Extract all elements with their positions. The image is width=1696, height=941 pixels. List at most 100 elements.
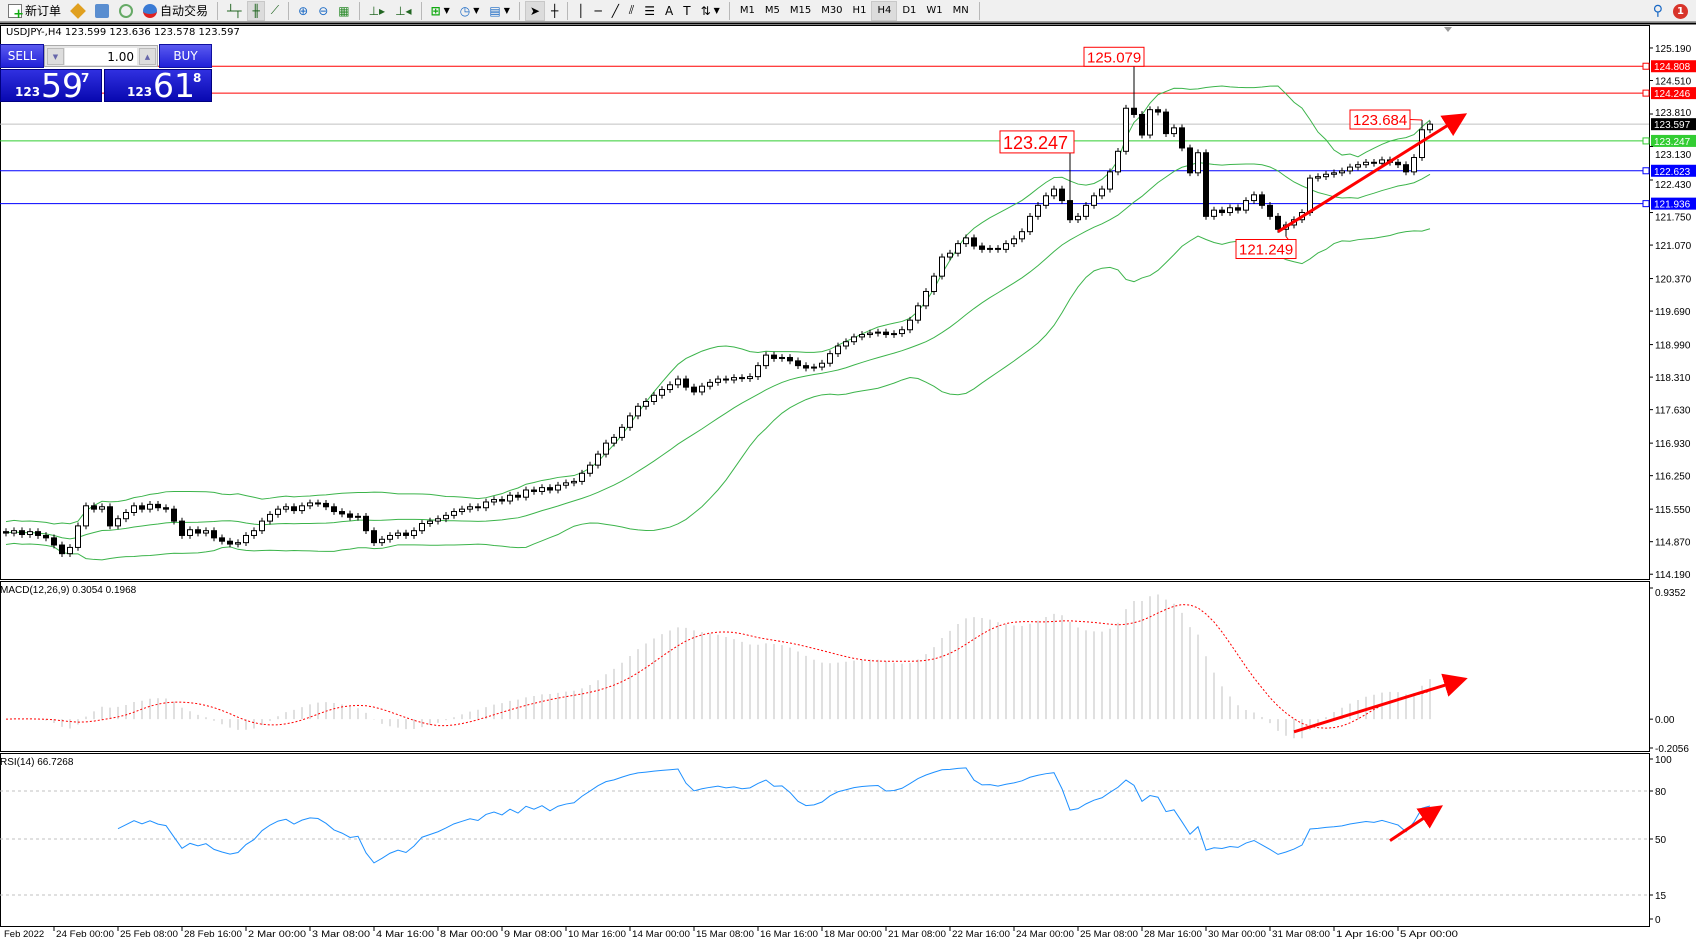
horizontal-line-button[interactable]: ─ xyxy=(590,1,605,21)
bull-candle xyxy=(763,354,769,367)
lot-size-input[interactable] xyxy=(65,48,137,65)
bull-candle xyxy=(835,345,841,355)
price-label-bg xyxy=(1651,87,1696,100)
timeframe-m1[interactable]: M1 xyxy=(739,5,755,16)
text-label-button[interactable]: T xyxy=(679,1,694,21)
line-chart-button[interactable]: ⟋ xyxy=(267,1,283,21)
bull-candle xyxy=(483,501,489,509)
data-window-button[interactable] xyxy=(91,1,113,21)
timeframe-d1[interactable]: D1 xyxy=(902,5,917,16)
buy-button[interactable]: BUY xyxy=(159,44,212,68)
timeframe-h1[interactable]: H1 xyxy=(852,5,867,16)
equidistant-channel-button[interactable]: ⫽ xyxy=(625,1,638,21)
bull-candle xyxy=(1363,161,1369,166)
timeframe-m15[interactable]: M15 xyxy=(789,5,812,16)
price-label: 121.936 xyxy=(1654,200,1691,211)
fibonacci-button[interactable]: ☰ xyxy=(640,1,659,21)
price-annotation: 123.684 xyxy=(1353,112,1407,129)
bull-candle xyxy=(1379,159,1385,164)
search-icon[interactable]: ⚲ xyxy=(1652,3,1663,19)
separator xyxy=(358,1,360,20)
bear-candle xyxy=(59,544,65,555)
bull-candle xyxy=(1075,215,1081,221)
bull-candle xyxy=(1411,157,1417,173)
zoom-out-button[interactable]: ⊖ xyxy=(314,1,332,21)
bear-candle xyxy=(547,487,553,491)
timeframe-m5[interactable]: M5 xyxy=(764,5,780,16)
cursor-button[interactable]: ➤ xyxy=(524,0,545,21)
y-tick-label: 116.250 xyxy=(1655,472,1691,483)
macd-signal-line xyxy=(5,604,1431,729)
indicators-button[interactable]: ⊞ ▼ xyxy=(427,1,454,21)
market-watch-button[interactable] xyxy=(67,1,89,21)
bear-candle xyxy=(475,506,481,509)
bear-candle xyxy=(979,245,985,250)
sell-button[interactable]: SELL xyxy=(0,44,44,68)
timeframe-h4[interactable]: H4 xyxy=(871,0,898,21)
buy-price[interactable]: 123 61 8 xyxy=(104,66,212,105)
x-tick-label: Feb 2022 xyxy=(4,929,44,940)
timeframe-m30[interactable]: M30 xyxy=(821,5,843,16)
cursor-icon: ➤ xyxy=(529,3,540,18)
auto-trading-button[interactable]: 自动交易 xyxy=(139,1,212,21)
lot-decrease-button[interactable]: ▼ xyxy=(47,48,64,65)
bull-candle xyxy=(355,515,361,518)
clock-icon: ◷ xyxy=(459,3,471,18)
buy-price-prefix: 123 xyxy=(127,85,153,99)
macd-tick-label: 0.9352 xyxy=(1655,588,1686,599)
auto-scroll-icon: ⊥▸ xyxy=(368,3,386,18)
timeframe-w1[interactable]: W1 xyxy=(926,5,943,16)
vertical-line-button[interactable]: │ xyxy=(573,1,588,21)
chart-shift-icon: ⊥◂ xyxy=(395,3,412,18)
bull-candle xyxy=(467,506,473,510)
bear-candle xyxy=(1187,147,1193,174)
bull-candle xyxy=(1083,204,1089,217)
bear-candle xyxy=(723,378,729,381)
y-tick-label: 120.370 xyxy=(1655,275,1692,286)
bear-candle xyxy=(531,489,537,492)
bear-candle xyxy=(1403,164,1409,173)
signals-button[interactable] xyxy=(115,1,137,21)
bull-candle xyxy=(939,256,945,277)
bar-chart-button[interactable]: ┴┬ xyxy=(223,1,245,21)
bear-candle xyxy=(771,354,777,359)
arrows-button[interactable]: ⇅ ▼ xyxy=(697,1,724,21)
chart-shift-button[interactable]: ⊥◂ xyxy=(391,1,415,21)
bull-candle xyxy=(811,366,817,369)
crosshair-button[interactable]: ┼ xyxy=(547,1,562,21)
price-label-bg xyxy=(1651,118,1696,131)
bear-candle xyxy=(787,356,793,362)
bull-candle xyxy=(11,530,17,534)
bull-candle xyxy=(435,518,441,522)
rsi-tick-label: 50 xyxy=(1655,835,1667,846)
timeframe-mn[interactable]: MN xyxy=(952,5,969,16)
bull-candle xyxy=(1043,195,1049,206)
pane-frame xyxy=(0,753,1650,927)
bear-candle xyxy=(107,506,113,527)
auto-scroll-button[interactable]: ⊥▸ xyxy=(365,1,389,21)
candlestick-icon: ╫ xyxy=(252,3,260,18)
sell-price[interactable]: 123 59 7 xyxy=(0,66,102,105)
lot-size-control: ▼ ▲ xyxy=(44,45,158,67)
line-handle xyxy=(1642,62,1650,70)
bear-candle xyxy=(1395,161,1401,166)
tile-windows-button[interactable]: ▦ xyxy=(334,1,353,21)
notification-badge[interactable]: 1 xyxy=(1673,3,1688,19)
trendline-button[interactable]: ╱ xyxy=(608,1,623,21)
periods-button[interactable]: ◷ ▼ xyxy=(456,1,484,21)
bull-candle xyxy=(75,525,81,548)
bull-candle xyxy=(675,378,681,386)
bull-candle xyxy=(1331,172,1337,175)
templates-button[interactable]: ▤ ▼ xyxy=(485,1,514,21)
text-button[interactable]: A xyxy=(661,1,677,21)
new-order-button[interactable]: + 新订单 xyxy=(4,1,65,21)
rsi-tick-label: 15 xyxy=(1655,891,1667,902)
bull-candle xyxy=(387,534,393,540)
candlestick-button[interactable]: ╫ xyxy=(247,0,265,21)
zoom-in-button[interactable]: ⊕ xyxy=(294,1,312,21)
bull-candle xyxy=(875,331,881,334)
lot-increase-button[interactable]: ▲ xyxy=(139,48,156,65)
line-handle xyxy=(1642,200,1650,208)
channel-icon: ⫽ xyxy=(628,3,635,17)
